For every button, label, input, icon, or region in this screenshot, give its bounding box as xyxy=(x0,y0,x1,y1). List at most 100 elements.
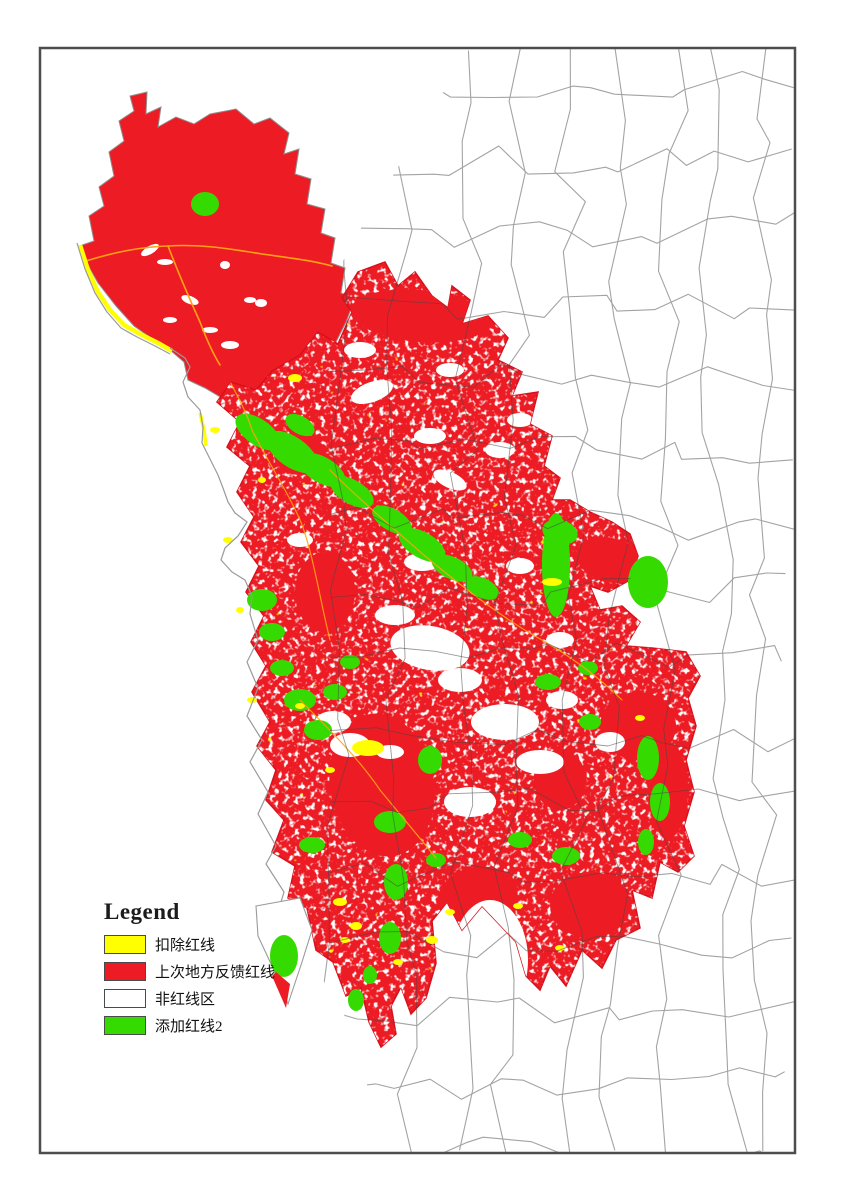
white-patch xyxy=(390,625,470,671)
yellow-patch xyxy=(223,537,233,543)
red-patch xyxy=(550,872,630,938)
legend-item-non-redline-area: 非红线区 xyxy=(104,988,275,1008)
green-patch xyxy=(323,684,347,700)
green-patch xyxy=(372,505,412,535)
legend-swatch-added-redline-2 xyxy=(104,1015,146,1035)
yellow-patch xyxy=(295,703,305,709)
white-patch xyxy=(220,261,230,269)
green-patch xyxy=(379,922,401,954)
white-patch xyxy=(163,317,177,323)
county-boundary-line xyxy=(329,572,700,608)
green-patch xyxy=(535,674,561,690)
green-patch xyxy=(431,554,473,582)
yellow-patch xyxy=(236,607,244,613)
white-patch xyxy=(436,363,464,377)
legend-item-added-redline-2: 添加红线2 xyxy=(104,1015,275,1035)
green-patch xyxy=(628,556,668,608)
county-boundary-line xyxy=(329,1067,785,1100)
green-patch xyxy=(418,746,442,774)
northwest-region-detail xyxy=(141,192,267,349)
legend-title: Legend xyxy=(104,899,180,924)
yellow-patch xyxy=(258,477,266,483)
county-boundary-line xyxy=(329,145,792,176)
yellow-patch xyxy=(325,767,335,773)
yellow-patch xyxy=(635,715,645,721)
green-patch xyxy=(340,655,360,669)
yellow-patch xyxy=(393,959,403,965)
white-patch xyxy=(507,413,533,427)
white-patch xyxy=(202,327,218,333)
white-patch xyxy=(471,704,539,740)
deduct-redline-patches xyxy=(210,374,645,965)
county-boundary-line xyxy=(329,727,700,753)
southwest-county xyxy=(255,897,313,1008)
white-patch xyxy=(255,299,267,307)
legend-item-deduct-redline: 扣除红线 xyxy=(104,934,275,954)
white-patch xyxy=(375,605,415,625)
white-patch xyxy=(157,259,173,265)
county-boundary-line xyxy=(329,506,700,541)
county-boundary-line xyxy=(329,212,795,248)
white-patch xyxy=(344,342,376,358)
green-patch xyxy=(374,811,406,833)
green-patch xyxy=(637,736,659,780)
green-patch xyxy=(259,623,285,641)
county-boundary-line xyxy=(385,262,418,1047)
yellow-patch xyxy=(288,374,302,382)
white-patch xyxy=(438,668,482,692)
green-patch xyxy=(638,829,654,855)
legend-label-non-redline-area: 非红线区 xyxy=(155,991,216,1008)
green-patch xyxy=(285,413,315,437)
legend-swatch-non-redline-area xyxy=(104,988,146,1008)
green-patch xyxy=(348,989,364,1011)
county-boundary-line xyxy=(748,48,778,1152)
white-patch xyxy=(433,469,467,491)
yellow-patch xyxy=(352,740,384,756)
yellow-patch xyxy=(333,898,347,906)
white-patch xyxy=(516,750,564,774)
yellow-patch xyxy=(350,922,362,930)
green-patch xyxy=(508,832,532,848)
county-boundary-line xyxy=(329,642,700,668)
map-frame xyxy=(38,46,797,1155)
legend-label-previous-feedback-redline: 上次地方反馈红线 xyxy=(155,964,276,981)
white-patch xyxy=(546,632,574,648)
white-patch xyxy=(351,379,393,405)
green-patch xyxy=(191,192,219,216)
green-patch xyxy=(578,661,598,675)
white-patch xyxy=(244,297,256,303)
green-patch xyxy=(304,720,332,740)
county-boundary-line xyxy=(329,861,700,887)
county-boundary-line xyxy=(329,996,795,1027)
white-patch xyxy=(221,341,239,349)
legend: Legend 扣除红线 上次地方反馈红线 非红线区 添加红线2 xyxy=(104,899,275,1042)
green-patch xyxy=(552,847,580,865)
yellow-patch xyxy=(542,578,562,586)
white-patch xyxy=(485,442,515,458)
green-patch xyxy=(398,527,446,563)
yellow-patch xyxy=(555,945,565,951)
legend-swatch-previous-feedback-redline xyxy=(104,961,146,981)
white-patch xyxy=(287,533,313,547)
green-patch xyxy=(330,476,374,508)
yellow-patch xyxy=(445,909,455,915)
county-boundary-line xyxy=(329,787,700,814)
green-patch xyxy=(363,966,377,984)
road-lines-texture xyxy=(221,365,623,859)
green-patch xyxy=(579,714,601,730)
yellow-patch xyxy=(210,427,220,433)
province-west-boundary xyxy=(169,347,285,913)
green-patch xyxy=(247,589,277,611)
white-patch xyxy=(414,428,446,444)
white-patch xyxy=(595,732,625,752)
green-patch xyxy=(542,519,578,545)
legend-label-deduct-redline: 扣除红线 xyxy=(155,937,216,954)
green-patch xyxy=(426,853,446,867)
red-patch xyxy=(350,289,490,343)
green-patch xyxy=(650,783,670,821)
yellow-patch xyxy=(426,936,438,944)
legend-label-added-redline-2: 添加红线2 xyxy=(155,1018,223,1035)
white-patch xyxy=(444,787,496,817)
